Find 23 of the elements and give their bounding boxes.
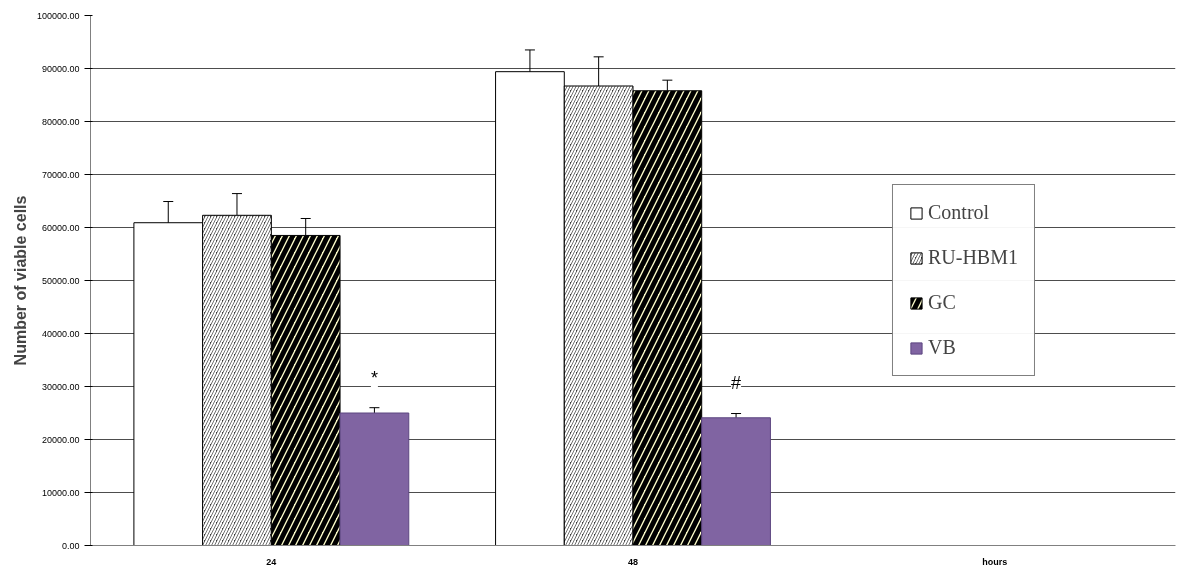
y-tick-label: 10000.00 [41,487,80,498]
x-tick-label: hours [982,556,1008,567]
y-tick-label: 60000.00 [41,222,80,233]
annotation: # [731,372,742,393]
legend-label: Control [927,201,990,224]
annotation: * [370,368,378,388]
y-tick-label: 40000.00 [41,328,80,339]
y-tick-label: 50000.00 [41,275,80,286]
y-tick-label: 30000.00 [41,381,80,392]
y-tick-label: 0.00 [61,540,80,551]
x-tick-label: 48 [627,556,639,567]
y-tick-label: 100000.00 [36,10,80,21]
legend-label: RU-HBM1 [927,246,1018,269]
y-tick-label: 70000.00 [41,169,80,180]
y-tick-label: 20000.00 [41,434,80,445]
legend-label: GC [927,291,956,314]
bar [339,412,410,546]
y-tick-label: 80000.00 [41,116,80,127]
x-tick-label: 24 [266,556,277,567]
y-axis-title: Number of viable cells [11,195,29,366]
legend-label: VB [927,336,956,359]
y-tick-label: 90000.00 [41,63,80,74]
bar [701,417,771,546]
